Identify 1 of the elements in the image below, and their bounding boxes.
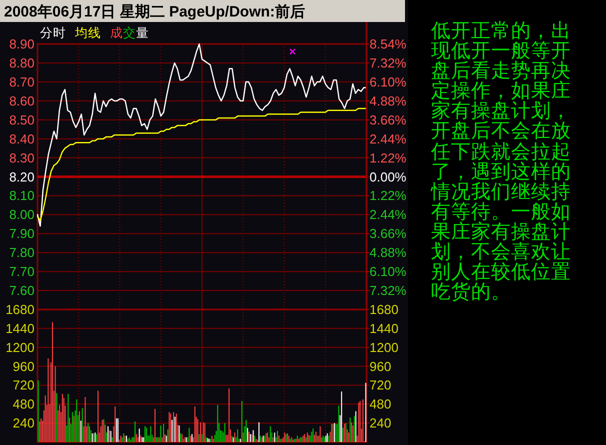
title: 2008年06月17日 星期二 PageUp/Down:前后 (4, 4, 305, 20)
